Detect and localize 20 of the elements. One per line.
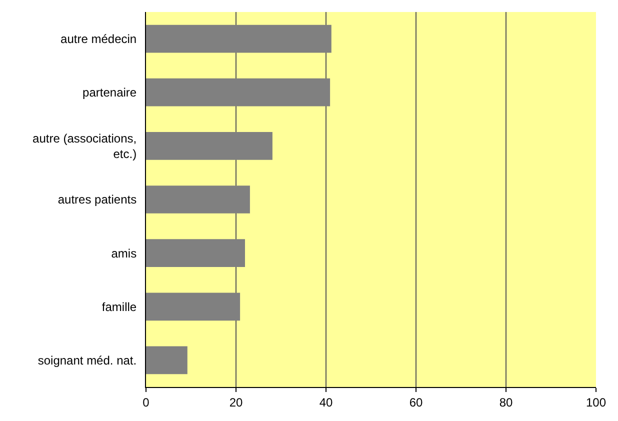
y-tick-label: autres patients — [58, 192, 137, 207]
bar — [146, 186, 250, 214]
y-tick-label: soignant méd. nat. — [38, 353, 137, 368]
y-tick-label: autre (associations, etc.) — [32, 131, 137, 161]
y-tick-label: partenaire — [82, 86, 137, 100]
bar — [146, 24, 332, 53]
y-tick-label: famille — [102, 300, 137, 314]
bar — [146, 292, 240, 321]
x-tick-label: 40 — [319, 395, 333, 410]
x-tick-label: 80 — [499, 395, 513, 410]
x-tick-label: 100 — [586, 395, 606, 410]
bar — [146, 239, 245, 267]
x-tick-label: 60 — [409, 395, 423, 410]
y-tick-label: amis — [111, 246, 137, 260]
y-tick-label: autre médecin — [60, 32, 137, 46]
bar — [146, 78, 330, 106]
x-tick-label: 0 — [142, 395, 150, 410]
bar — [146, 346, 188, 374]
bar — [146, 132, 272, 160]
x-tick-label: 20 — [229, 395, 243, 410]
